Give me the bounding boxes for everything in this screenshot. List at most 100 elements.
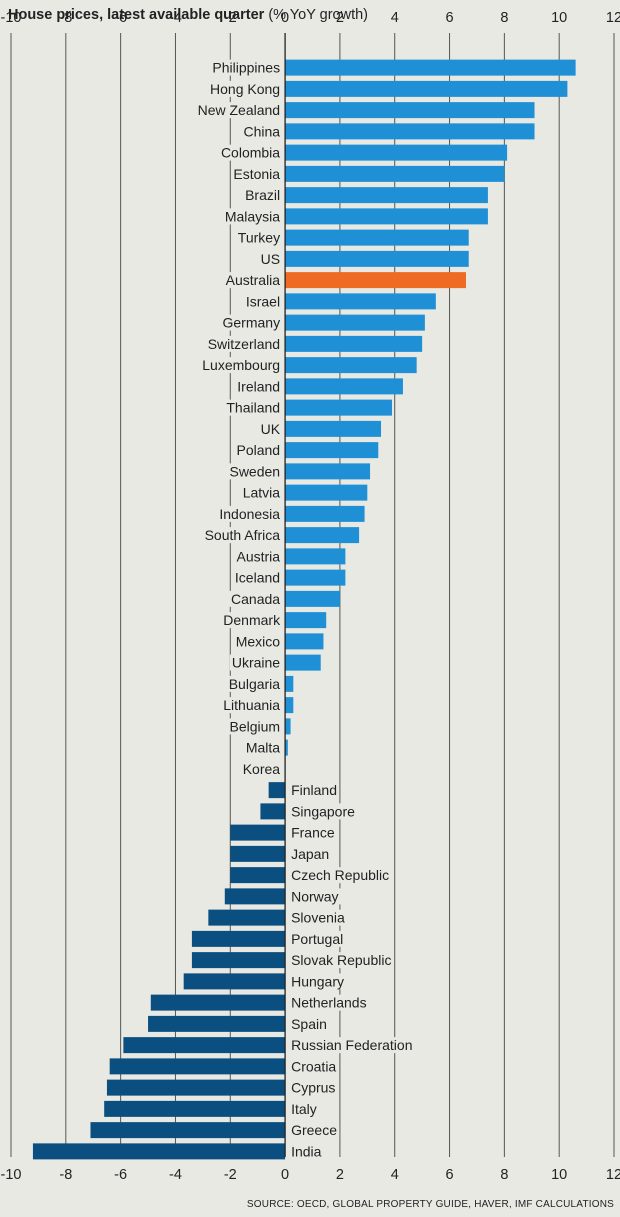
- x-axis-top: -10 -8 -6 -4 -2 0 2 4 6 8 10 12: [1, 10, 620, 26]
- label-backdrop: [258, 250, 283, 267]
- x-tick-label-bottom: -10: [1, 1167, 22, 1183]
- bar-belgium: [285, 718, 291, 735]
- category-label-uk: UK: [261, 421, 281, 437]
- category-label-spain: Spain: [291, 1016, 327, 1032]
- x-tick-label-top: -10: [1, 10, 22, 26]
- bar-france: [230, 824, 286, 841]
- label-backdrop: [195, 102, 283, 119]
- x-tick-label-bottom: 12: [606, 1167, 620, 1183]
- label-backdrop: [229, 654, 283, 671]
- category-label-russian-federation: Russian Federation: [291, 1037, 412, 1053]
- bar-turkey: [285, 229, 469, 246]
- category-label-cyprus: Cyprus: [291, 1080, 335, 1096]
- category-label-iceland: Iceland: [235, 570, 280, 586]
- category-label-thailand: Thailand: [226, 400, 280, 416]
- bar-luxembourg: [285, 357, 417, 374]
- label-backdrop: [221, 697, 283, 714]
- chart-title: House prices, latest available quarter (…: [8, 7, 368, 23]
- label-backdrop: [202, 527, 283, 544]
- label-backdrop: [234, 442, 283, 459]
- bar-austria: [285, 548, 346, 565]
- label-backdrop: [243, 293, 283, 310]
- label-backdrop: [234, 548, 283, 565]
- label-backdrop: [240, 484, 283, 501]
- x-tick-label-bottom: 6: [446, 1167, 454, 1183]
- category-label-mexico: Mexico: [236, 633, 281, 649]
- category-label-colombia: Colombia: [221, 145, 280, 161]
- bars: [32, 59, 576, 1160]
- x-tick-label-top: -8: [59, 10, 72, 26]
- label-backdrop: [289, 1100, 319, 1117]
- category-label-denmark: Denmark: [223, 612, 281, 628]
- label-backdrop: [221, 612, 284, 629]
- label-backdrop: [226, 675, 283, 692]
- category-label-netherlands: Netherlands: [291, 995, 367, 1011]
- category-label-switzerland: Switzerland: [208, 336, 280, 352]
- category-label-india: India: [291, 1143, 322, 1159]
- bar-china: [285, 123, 535, 140]
- label-backdrop: [210, 59, 283, 76]
- bar-us: [285, 250, 469, 267]
- label-backdrop: [235, 229, 283, 246]
- x-tick-label-bottom: 0: [281, 1167, 289, 1183]
- label-backdrop: [231, 165, 283, 182]
- label-backdrop: [208, 80, 283, 97]
- category-label-bulgaria: Bulgaria: [229, 676, 281, 692]
- bar-ireland: [285, 378, 403, 395]
- label-backdrop: [289, 1015, 329, 1032]
- label-backdrop: [289, 782, 340, 799]
- label-backdrop: [243, 739, 283, 756]
- chart-title-unit: (% YoY growth): [268, 7, 368, 23]
- label-backdrop: [289, 1037, 415, 1054]
- bar-south-africa: [285, 527, 360, 544]
- label-backdrop: [229, 590, 283, 607]
- label-backdrop: [240, 760, 283, 777]
- bar-sweden: [285, 463, 371, 480]
- category-label-luxembourg: Luxembourg: [202, 357, 280, 373]
- label-backdrop: [258, 420, 283, 437]
- x-tick-label-top: 0: [281, 10, 289, 26]
- x-tick-label-top: 2: [336, 10, 344, 26]
- bar-singapore: [260, 803, 286, 820]
- bar-israel: [285, 293, 436, 310]
- category-label-slovenia: Slovenia: [291, 910, 345, 926]
- label-backdrop: [289, 888, 341, 905]
- label-backdrop: [241, 123, 283, 140]
- bar-mexico: [285, 633, 324, 650]
- x-tick-label-bottom: -6: [114, 1167, 127, 1183]
- chart-title-main: House prices, latest available quarter: [8, 7, 265, 23]
- x-axis-bottom: -10 -8 -6 -4 -2 0 2 4 6 8 10 12: [1, 1167, 620, 1183]
- x-tick-label-bottom: 4: [391, 1167, 399, 1183]
- category-label-new-zealand: New Zealand: [198, 102, 281, 118]
- category-label-france: France: [291, 825, 335, 841]
- x-tick-label-top: 6: [446, 10, 454, 26]
- category-label-sweden: Sweden: [229, 463, 280, 479]
- label-backdrop: [220, 314, 283, 331]
- label-backdrop: [289, 824, 337, 841]
- bar-japan: [230, 845, 286, 862]
- label-backdrop: [243, 187, 283, 204]
- bar-estonia: [285, 165, 505, 182]
- bar-cyprus: [106, 1079, 286, 1096]
- category-label-south-africa: South Africa: [205, 527, 281, 543]
- category-label-korea: Korea: [243, 761, 281, 777]
- label-backdrop: [289, 973, 347, 990]
- bar-croatia: [109, 1058, 286, 1075]
- bar-malta: [285, 739, 288, 756]
- bar-colombia: [285, 144, 508, 161]
- label-backdrop: [289, 803, 358, 820]
- category-label-austria: Austria: [237, 548, 281, 564]
- category-label-slovak-republic: Slovak Republic: [291, 952, 391, 968]
- category-label-brazil: Brazil: [245, 187, 280, 203]
- bar-greece: [90, 1122, 286, 1139]
- category-label-singapore: Singapore: [291, 803, 355, 819]
- label-backdrop: [289, 930, 346, 947]
- category-label-croatia: Croatia: [291, 1058, 336, 1074]
- bar-finland: [268, 782, 286, 799]
- bar-switzerland: [285, 335, 423, 352]
- x-tick-label-top: -2: [224, 10, 237, 26]
- x-tick-label-top: 4: [391, 10, 399, 26]
- label-backdrop: [289, 1058, 339, 1075]
- label-backdrop: [289, 1143, 324, 1160]
- category-label-norway: Norway: [291, 888, 338, 904]
